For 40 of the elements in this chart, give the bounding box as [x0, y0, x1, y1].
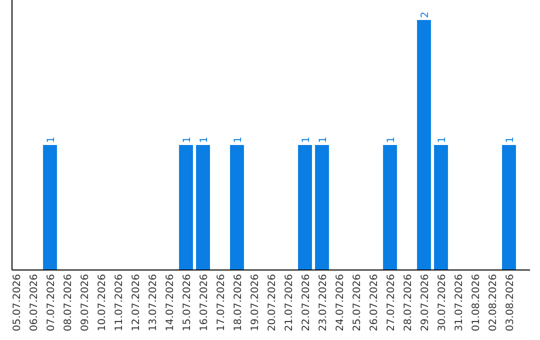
x-tick-label: 20.07.2026 [267, 274, 278, 332]
x-tick-label: 15.07.2026 [182, 274, 193, 332]
x-tick-label: 22.07.2026 [301, 274, 312, 332]
x-tick-label: 21.07.2026 [284, 274, 295, 332]
x-tick-label: 17.07.2026 [216, 274, 227, 332]
x-tick-label: 05.07.2026 [12, 274, 23, 332]
data-label: 1 [182, 136, 193, 143]
data-label: 1 [301, 136, 312, 143]
data-label: 1 [46, 136, 57, 143]
x-tick-label: 27.07.2026 [386, 274, 397, 332]
x-tick-label: 18.07.2026 [233, 274, 244, 332]
data-label: 1 [233, 136, 244, 143]
x-tick-label: 07.07.2026 [46, 274, 57, 332]
data-label: 1 [437, 136, 448, 143]
x-tick-label: 29.07.2026 [420, 274, 431, 332]
data-label: 1 [318, 136, 329, 143]
x-tick-label: 01.08.2026 [471, 274, 482, 332]
x-tick-label: 14.07.2026 [165, 274, 176, 332]
x-tick-label: 19.07.2026 [250, 274, 261, 332]
x-tick-label: 24.07.2026 [335, 274, 346, 332]
x-tick-label: 10.07.2026 [97, 274, 108, 332]
x-tick-label: 23.07.2026 [318, 274, 329, 332]
x-tick-label: 13.07.2026 [148, 274, 159, 332]
x-tick-label: 28.07.2026 [403, 274, 414, 332]
x-tick-label: 02.08.2026 [488, 274, 499, 332]
data-label: 1 [199, 136, 210, 143]
x-tick-label: 26.07.2026 [369, 274, 380, 332]
data-label: 1 [505, 136, 516, 143]
x-tick-label: 25.07.2026 [352, 274, 363, 332]
x-tick-label: 06.07.2026 [29, 274, 40, 332]
x-tick-label: 11.07.2026 [114, 274, 125, 332]
x-tick-label: 03.08.2026 [505, 274, 516, 332]
x-tick-label: 09.07.2026 [80, 274, 91, 332]
x-tick-label: 12.07.2026 [131, 274, 142, 332]
x-tick-label: 30.07.2026 [437, 274, 448, 332]
x-tick-label: 16.07.2026 [199, 274, 210, 332]
data-label: 1 [386, 136, 397, 143]
data-label: 2 [420, 12, 431, 18]
x-tick-label: 08.07.2026 [63, 274, 74, 332]
x-tick-label: 31.07.2026 [454, 274, 465, 332]
